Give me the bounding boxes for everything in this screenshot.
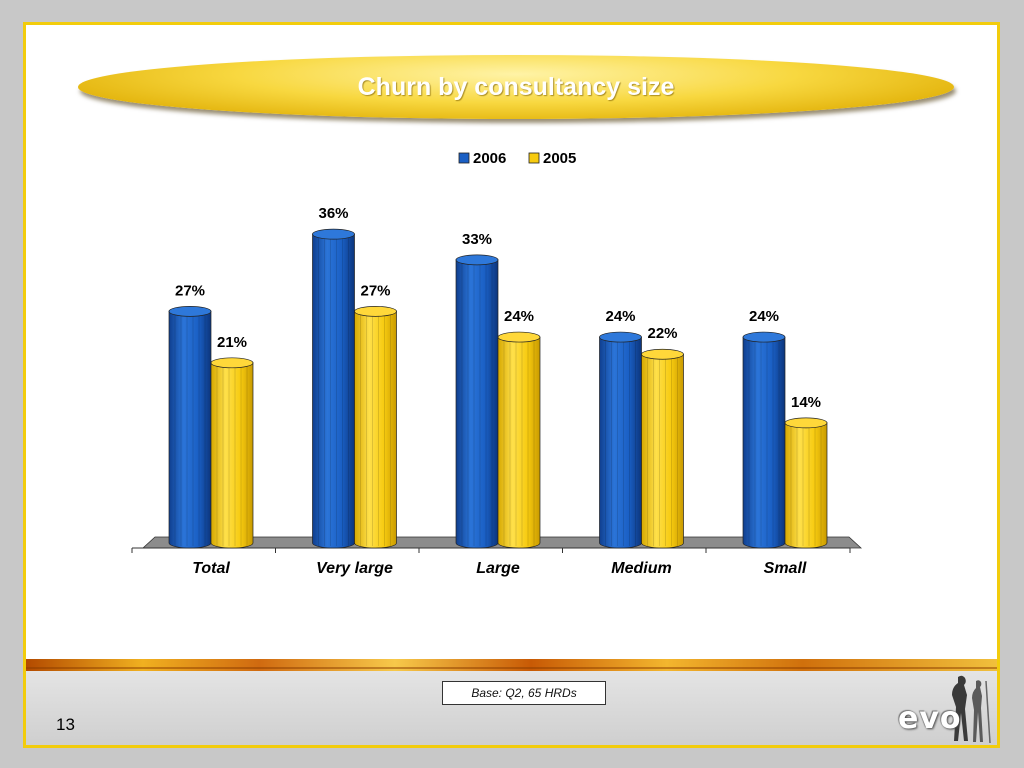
silhouette-figures-icon	[952, 675, 991, 744]
decorative-strip-line	[26, 667, 997, 669]
data-label-2005-medium: 22%	[647, 325, 677, 342]
decorative-strip	[26, 659, 997, 671]
category-label-small: Small	[764, 560, 807, 577]
data-label-2006-very-large: 36%	[318, 205, 348, 222]
data-label-2005-total: 21%	[217, 334, 247, 351]
bar-top-2005-medium	[641, 348, 684, 360]
bar-top-2005-small	[784, 417, 828, 429]
data-label-2005-large: 24%	[504, 308, 534, 325]
bar-top-2006-total	[168, 305, 212, 317]
legend: 2006 2005	[458, 150, 576, 167]
category-label-medium: Medium	[611, 560, 671, 577]
bar-top-2005-very-large	[354, 305, 397, 317]
logo-text: evo	[898, 701, 962, 736]
bar-top-2006-large	[455, 254, 499, 266]
bar-2005-total	[210, 362, 254, 549]
bar-top-2005-large	[497, 331, 541, 343]
bar-2005-large	[497, 336, 541, 549]
bar-2005-small	[784, 422, 828, 549]
legend-swatch-2005	[528, 152, 540, 164]
data-label-2005-very-large: 27%	[360, 282, 390, 299]
bar-2006-total	[168, 310, 212, 549]
legend-label-2005: 2005	[543, 150, 576, 167]
bar-top-2006-very-large	[312, 228, 355, 240]
bar-chart: Total Very large Large Medium Small 27% 21% 36…	[131, 150, 863, 577]
bar-2006-large	[455, 259, 499, 549]
bar-2006-small	[742, 336, 786, 549]
category-label-large: Large	[476, 560, 520, 577]
bar-2006-medium	[599, 336, 642, 549]
bar-2005-very-large	[354, 310, 397, 549]
category-label-very-large: Very large	[316, 560, 393, 577]
slide-frame: Churn by consultancy size Total Very larg…	[23, 22, 1000, 748]
data-label-2006-medium: 24%	[605, 308, 635, 325]
slide-title: Churn by consultancy size	[357, 73, 675, 101]
title-banner	[78, 55, 954, 119]
bar-top-2006-medium	[599, 331, 642, 343]
data-label-2005-small: 14%	[791, 394, 821, 411]
bar-2006-very-large	[312, 233, 355, 549]
data-label-2006-total: 27%	[175, 282, 205, 299]
data-label-2006-large: 33%	[462, 231, 492, 248]
evo-logo: evo	[892, 671, 996, 745]
legend-swatch-2006	[458, 152, 470, 164]
bar-top-2006-small	[742, 331, 786, 343]
slide-footer: Base: Q2, 65 HRDs 13 evo	[26, 671, 997, 745]
bar-top-2005-total	[210, 357, 254, 369]
bar-2005-medium	[641, 353, 684, 549]
data-label-2006-small: 24%	[749, 308, 779, 325]
page-number: 13	[56, 715, 75, 734]
category-label-total: Total	[192, 560, 230, 577]
base-note: Base: Q2, 65 HRDs	[442, 681, 606, 705]
legend-label-2006: 2006	[473, 150, 506, 167]
